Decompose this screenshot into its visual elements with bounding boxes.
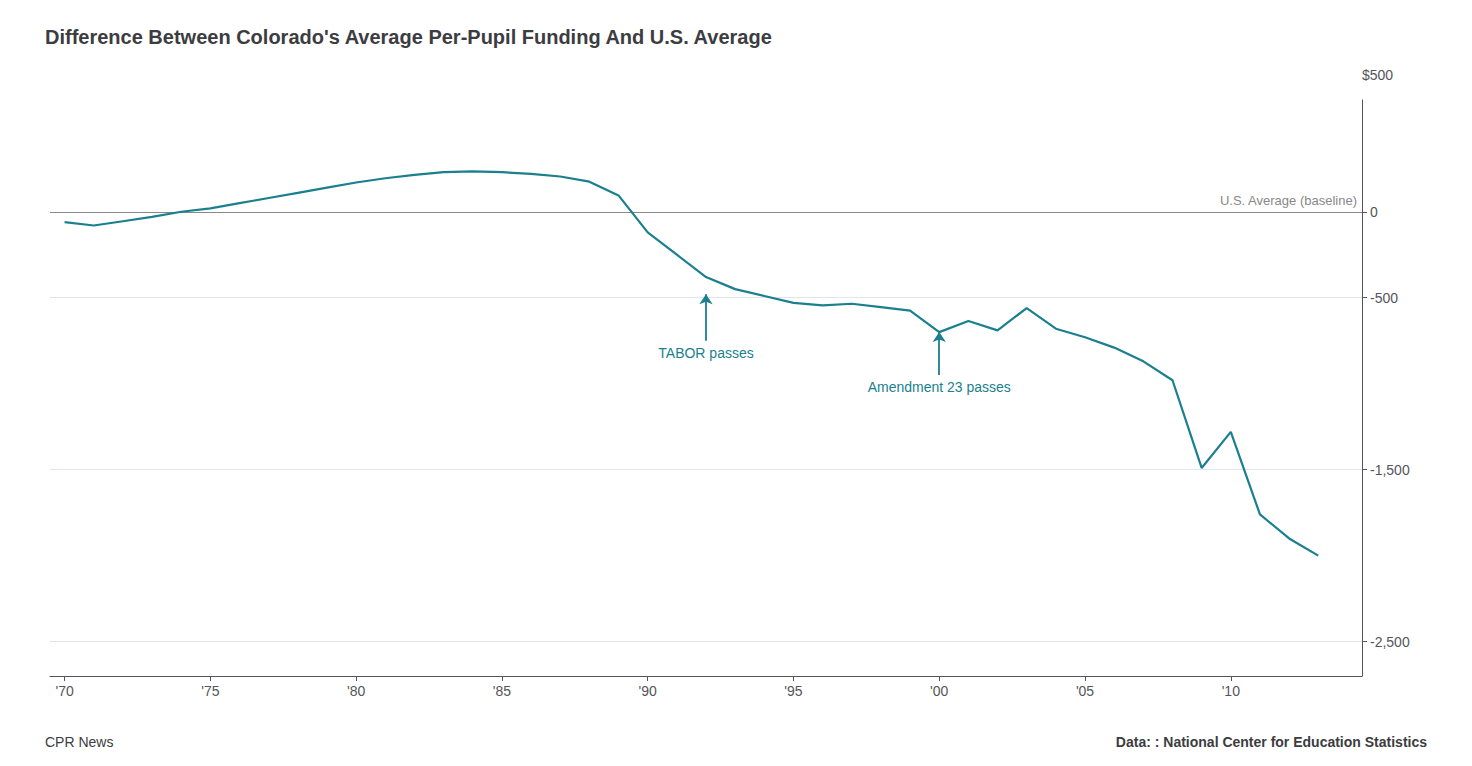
svg-text:'05: '05 xyxy=(1076,683,1094,699)
svg-text:'95: '95 xyxy=(784,683,802,699)
svg-text:Data: : National Center for Ed: Data: : National Center for Education St… xyxy=(1116,734,1427,750)
svg-text:'90: '90 xyxy=(639,683,657,699)
svg-text:$500: $500 xyxy=(1362,67,1393,83)
svg-text:'85: '85 xyxy=(493,683,511,699)
svg-text:-1,500: -1,500 xyxy=(1370,462,1410,478)
svg-text:'00: '00 xyxy=(930,683,948,699)
svg-text:CPR News: CPR News xyxy=(45,734,113,750)
svg-text:'10: '10 xyxy=(1222,683,1240,699)
svg-text:Amendment 23 passes: Amendment 23 passes xyxy=(868,379,1011,395)
svg-text:Difference Between Colorado's: Difference Between Colorado's Average Pe… xyxy=(45,26,772,48)
svg-text:-500: -500 xyxy=(1370,290,1398,306)
svg-text:'70: '70 xyxy=(55,683,73,699)
svg-text:'75: '75 xyxy=(201,683,219,699)
svg-text:-2,500: -2,500 xyxy=(1370,634,1410,650)
svg-text:'80: '80 xyxy=(347,683,365,699)
svg-text:U.S. Average (baseline): U.S. Average (baseline) xyxy=(1220,193,1357,208)
svg-text:TABOR passes: TABOR passes xyxy=(658,345,753,361)
svg-text:0: 0 xyxy=(1370,204,1378,220)
